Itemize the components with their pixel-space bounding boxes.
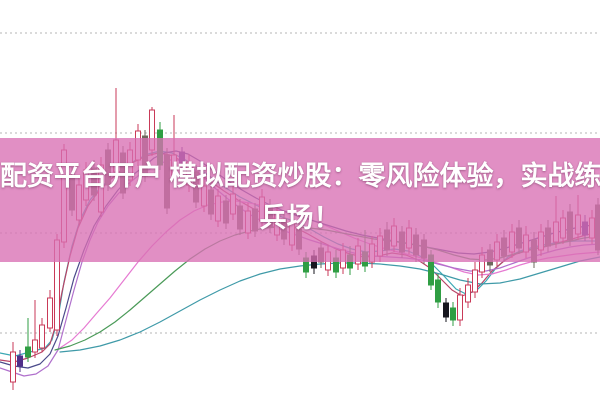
promo-band-overlay [0, 138, 600, 262]
candle [47, 290, 53, 332]
candle-body [10, 351, 16, 383]
candle-body [32, 339, 38, 353]
candle-body [25, 346, 31, 358]
candle [17, 350, 23, 372]
candle-body [472, 269, 478, 293]
promo-text-line1: 配资平台开户 模拟配资炒股：零风险体验，实战练 [0, 161, 600, 191]
candle-body [47, 297, 53, 329]
candle [472, 262, 478, 298]
candle [435, 274, 441, 308]
candle-body [39, 324, 45, 349]
promo-text-line2: 兵场！ [259, 203, 341, 233]
candle [39, 318, 45, 352]
candle-body [17, 355, 23, 367]
candle-body [435, 279, 441, 303]
candle-body [457, 294, 463, 321]
candle [443, 298, 449, 322]
candle [465, 278, 471, 308]
candle [32, 300, 38, 358]
promo-text: 配资平台开户 模拟配资炒股：零风险体验，实战练 兵场！ [0, 155, 600, 239]
ma-teal-slow [59, 256, 600, 353]
candle [450, 302, 456, 326]
candle-body [450, 307, 456, 321]
candle [457, 288, 463, 326]
candle-body [465, 284, 471, 303]
candle [25, 318, 31, 362]
candle [10, 342, 16, 390]
candle-body [443, 302, 449, 318]
